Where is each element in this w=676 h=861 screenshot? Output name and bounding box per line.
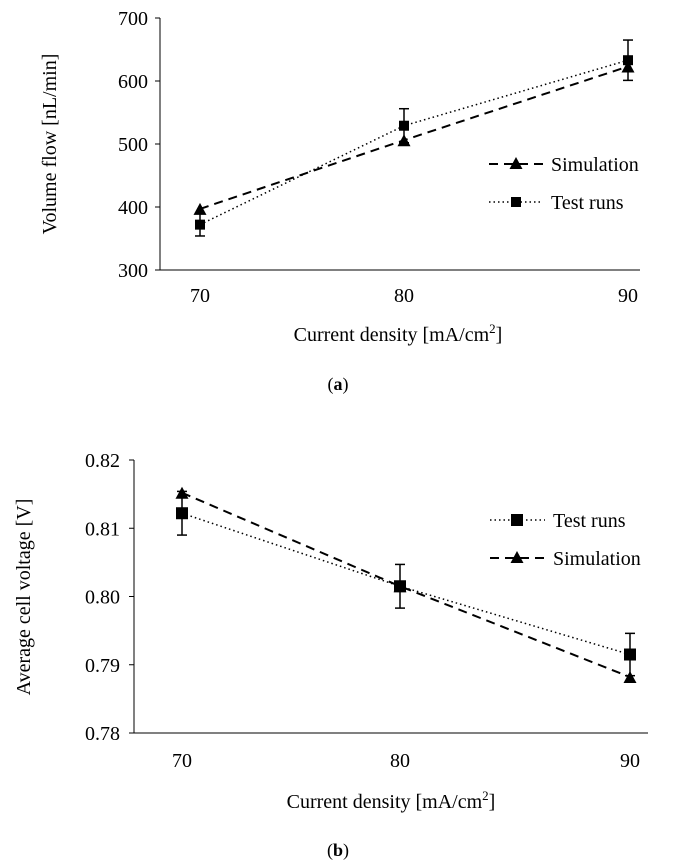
x-axis-title-end: ] (489, 791, 496, 813)
legend-marker-simulation (510, 551, 524, 563)
caption: (b) (327, 840, 349, 861)
legend-label-simulation: Simulation (553, 548, 641, 570)
chart-b: 0.78 0.79 0.80 0.81 0.82 70 80 90 Average cell… (13, 450, 648, 861)
legend-marker-test-runs (511, 514, 523, 526)
y-axis-title: Average cell voltage [V] (13, 499, 35, 696)
series-line-simulation (181, 491, 631, 678)
y-tick-label: 0.82 (85, 450, 120, 472)
data-point-test-runs (195, 219, 205, 230)
x-axis-title-end: ] (496, 324, 503, 346)
series-line-simulation (199, 65, 629, 210)
legend-label-test-runs: Test runs (551, 192, 624, 214)
y-tick-label: 0.81 (85, 518, 120, 540)
caption-label: b (333, 840, 343, 860)
x-tick-label: 80 (390, 750, 410, 772)
y-tick-label: 700 (118, 8, 148, 30)
data-point-test-runs (623, 55, 633, 66)
data-point-simulation (393, 580, 407, 593)
y-axis-title: Volume flow [nL/min] (39, 54, 61, 235)
x-axis-title: Current density [mA/cm2] (287, 788, 496, 813)
data-point-test-runs (176, 507, 188, 520)
data-point-simulation (623, 671, 637, 684)
x-tick-label: 70 (172, 750, 192, 772)
y-tick-label: 0.80 (85, 587, 120, 609)
x-axis-title-main: Current density [mA/cm (294, 324, 490, 346)
legend-marker-simulation (509, 157, 523, 169)
caption: (a) (328, 374, 349, 395)
data-point-test-runs (624, 648, 636, 661)
y-tick-label: 500 (118, 134, 148, 156)
x-tick-label: 70 (190, 285, 210, 307)
y-tick-label: 0.78 (85, 723, 120, 745)
caption-close: ) (343, 840, 349, 861)
data-point-simulation (175, 486, 189, 499)
x-axis-title: Current density [mA/cm2] (294, 321, 503, 346)
caption-label: a (334, 374, 343, 394)
data-point-test-runs (399, 120, 409, 131)
caption-open: ( (328, 374, 334, 395)
legend-marker-test-runs (511, 197, 521, 207)
x-axis-title-superscript: 2 (482, 788, 489, 803)
data-point-simulation (193, 202, 207, 215)
x-tick-label: 90 (618, 285, 638, 307)
caption-close: ) (343, 374, 349, 395)
legend: Test runs Simulation (490, 510, 641, 570)
x-axis-title-superscript: 2 (489, 321, 496, 336)
caption-open: ( (327, 840, 333, 861)
x-axis-title-main: Current density [mA/cm (287, 791, 483, 813)
chart-a: 300 400 500 600 700 70 80 90 Volume flow [nL/m… (39, 8, 640, 395)
x-tick-label: 80 (394, 285, 414, 307)
legend-label-simulation: Simulation (551, 154, 639, 176)
x-tick-label: 90 (620, 750, 640, 772)
y-tick-label: 600 (118, 71, 148, 93)
y-tick-label: 300 (118, 260, 148, 282)
legend: Simulation Test runs (489, 154, 639, 214)
legend-label-test-runs: Test runs (553, 510, 626, 532)
y-tick-label: 400 (118, 197, 148, 219)
y-tick-label: 0.79 (85, 655, 120, 677)
